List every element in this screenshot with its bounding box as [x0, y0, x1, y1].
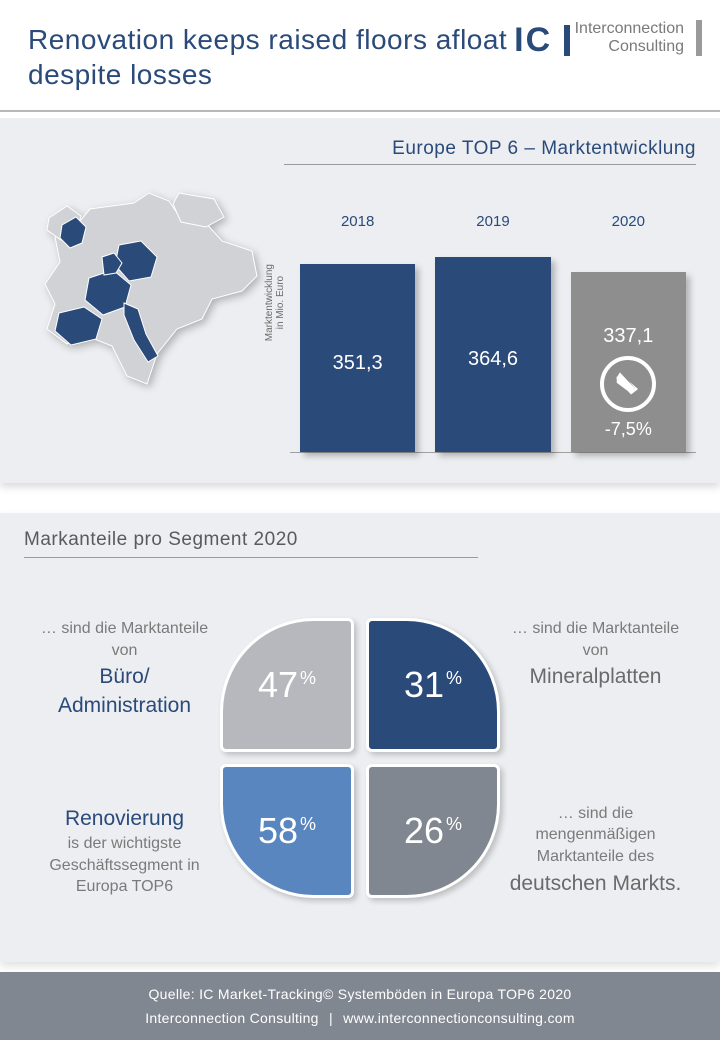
down-arrow-icon [600, 356, 656, 412]
footer-contact: Interconnection Consulting | www.interco… [10, 1010, 710, 1026]
petal-value: 26% [404, 810, 462, 852]
bar-year-label: 2018 [341, 213, 374, 230]
bar-2020: 2020 337,1-7,5% [561, 213, 696, 452]
bar-year-label: 2020 [612, 213, 645, 230]
chart-y-axis-label: Marktentwicklung in Mio. Euro [264, 264, 286, 341]
bar-2018: 2018 351,3 [290, 213, 425, 452]
petal-tl: 47% [220, 618, 354, 752]
petal-chart: 47% 31% 58% 26% [220, 618, 500, 898]
petal-value: 47% [258, 664, 316, 706]
header: Renovation keeps raised floors afloat de… [0, 0, 720, 112]
europe-map-icon [24, 183, 264, 393]
petal-br: 26% [366, 764, 500, 898]
chart-title: Europe TOP 6 – Marktentwicklung [284, 138, 696, 165]
bar-2019: 2019 364,6 [425, 213, 560, 452]
bar-fill: 351,3 [300, 264, 415, 452]
logo-ic: IC [514, 25, 570, 56]
title-line-1: Renovation keeps raised floors afloat [28, 24, 507, 55]
title-line-2: despite losses [28, 59, 212, 90]
petal-tr: 31% [366, 618, 500, 752]
bar-fill: 337,1-7,5% [571, 272, 686, 452]
bar-chart: 2018 351,3 2019 364,6 2020 337,1-7,5% [290, 213, 696, 453]
logo: IC Interconnection Consulting [514, 18, 702, 56]
chart-body: Marktentwicklung in Mio. Euro 2018351,32… [24, 183, 696, 453]
footer: Quelle: IC Market-Tracking© Systemböden … [0, 972, 720, 1040]
segment-title: Markanteile pro Segment 2020 [24, 529, 478, 558]
caption-german-market: … sind die mengenmäßigen Marktanteile de… [503, 803, 688, 898]
caption-mineral: … sind die Marktanteile von Mineralplatt… [503, 618, 688, 692]
petal-value: 31% [404, 664, 462, 706]
bar-year-label: 2019 [476, 213, 509, 230]
petal-value: 58% [258, 810, 316, 852]
footer-source: Quelle: IC Market-Tracking© Systemböden … [10, 986, 710, 1002]
logo-subtitle: Interconnection Consulting [575, 20, 702, 56]
caption-office: … sind die Marktanteile von Büro/ Admini… [32, 618, 217, 720]
segment-grid: … sind die Marktanteile von Büro/ Admini… [24, 588, 696, 928]
caption-renovation: Renovierung is der wichtigste Geschäftss… [32, 803, 217, 898]
segment-share-section: Markanteile pro Segment 2020 … sind die … [0, 513, 720, 962]
market-development-section: Europe TOP 6 – Marktentwicklung Marktent… [0, 112, 720, 483]
bar-fill: 364,6 [435, 257, 550, 452]
petal-bl: 58% [220, 764, 354, 898]
